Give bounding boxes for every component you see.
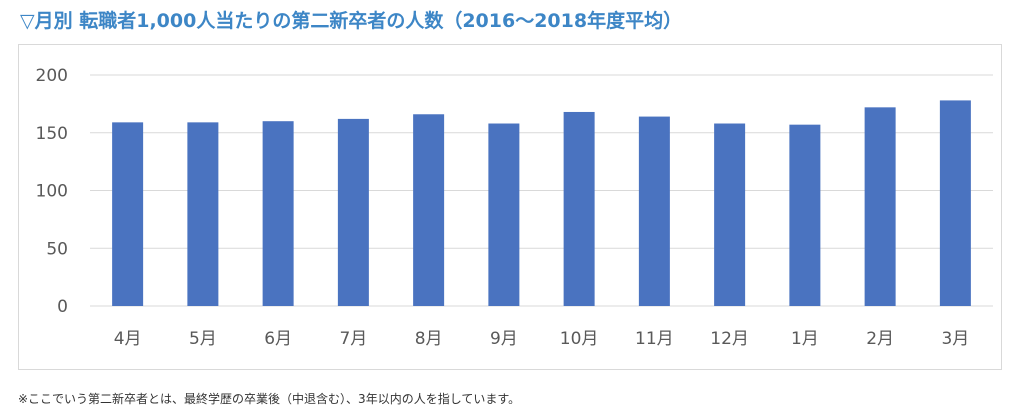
x-tick-label: 11月 — [635, 329, 674, 349]
y-tick-label: 0 — [57, 297, 68, 317]
chart-title: ▽月別 転職者1,000人当たりの第二新卒者の人数（2016〜2018年度平均） — [20, 10, 683, 32]
footnote: ※ここでいう第二新卒者とは、最終学歴の卒業後（中退含む）、3年以内の人を指してい… — [18, 392, 521, 406]
x-tick-label: 6月 — [264, 329, 292, 349]
y-tick-label: 100 — [36, 182, 68, 202]
bar — [789, 124, 821, 306]
bar — [413, 114, 445, 307]
bar — [714, 123, 746, 306]
bar — [864, 107, 896, 306]
x-tick-label: 8月 — [415, 329, 443, 349]
x-tick-label: 2月 — [866, 329, 894, 349]
y-tick-label: 200 — [36, 66, 68, 86]
x-tick-label: 9月 — [490, 329, 518, 349]
bar — [112, 122, 144, 306]
x-tick-label: 1月 — [791, 329, 819, 349]
x-tick-label: 4月 — [114, 329, 142, 349]
bar — [262, 121, 294, 306]
y-tick-label: 50 — [46, 239, 68, 259]
bar — [187, 122, 219, 306]
x-tick-label: 5月 — [189, 329, 217, 349]
bar-chart: 0 50 100 150 200 4月 5月 6月 7月 8月 9月 10月 11月 12月 1月 2月 3月 — [36, 66, 993, 349]
x-tick-label: 12月 — [710, 329, 749, 349]
x-tick-label: 3月 — [941, 329, 969, 349]
bar — [638, 116, 670, 306]
bar — [563, 111, 595, 307]
bar — [488, 123, 520, 306]
x-tick-label: 10月 — [560, 329, 599, 349]
bar — [939, 100, 971, 306]
x-tick-label: 7月 — [339, 329, 367, 349]
y-tick-label: 150 — [36, 124, 68, 144]
bar — [337, 118, 369, 306]
